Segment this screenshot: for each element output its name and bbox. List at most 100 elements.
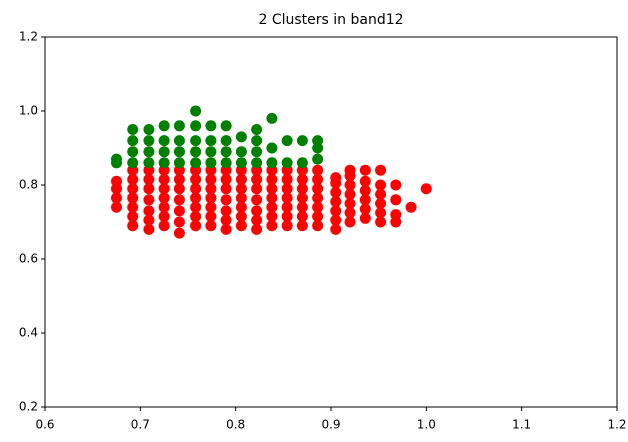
point xyxy=(359,185,371,197)
point xyxy=(220,120,232,132)
point xyxy=(251,194,263,206)
point xyxy=(205,183,217,195)
x-tick-label: 1.2 xyxy=(607,418,626,432)
point xyxy=(143,205,155,217)
point xyxy=(390,179,402,191)
point xyxy=(173,146,185,158)
point xyxy=(251,223,263,235)
point xyxy=(143,173,155,185)
point xyxy=(235,146,247,158)
point xyxy=(158,173,170,185)
point xyxy=(296,135,308,147)
point xyxy=(251,205,263,217)
point xyxy=(143,194,155,206)
point xyxy=(330,205,342,217)
point xyxy=(158,201,170,213)
point xyxy=(127,220,139,232)
point xyxy=(281,157,293,169)
x-tick-label: 1.0 xyxy=(417,418,436,432)
point xyxy=(190,210,202,222)
point xyxy=(390,209,402,221)
point xyxy=(251,214,263,226)
point xyxy=(220,173,232,185)
point xyxy=(220,194,232,206)
point xyxy=(359,194,371,206)
point xyxy=(173,216,185,228)
point xyxy=(390,194,402,206)
point xyxy=(205,157,217,169)
point xyxy=(330,196,342,208)
point xyxy=(312,201,324,213)
point xyxy=(251,183,263,195)
y-tick-label: 1.0 xyxy=(19,104,38,118)
point xyxy=(281,173,293,185)
point xyxy=(190,220,202,232)
point xyxy=(312,210,324,222)
point xyxy=(235,192,247,204)
point xyxy=(296,220,308,232)
point xyxy=(251,157,263,169)
point xyxy=(143,223,155,235)
point xyxy=(143,124,155,135)
point xyxy=(220,135,232,147)
point xyxy=(173,157,185,169)
point xyxy=(281,135,293,147)
point xyxy=(344,207,356,219)
point xyxy=(173,120,185,132)
point xyxy=(190,146,202,158)
point xyxy=(359,164,371,176)
x-tick-label: 0.6 xyxy=(35,418,54,432)
point xyxy=(312,192,324,204)
point xyxy=(173,173,185,185)
point xyxy=(281,183,293,195)
point xyxy=(190,135,202,147)
point xyxy=(420,183,432,195)
point xyxy=(127,183,139,195)
point xyxy=(296,210,308,222)
point xyxy=(330,214,342,226)
point xyxy=(266,220,278,232)
x-tick-label: 1.1 xyxy=(512,418,531,432)
point xyxy=(359,175,371,187)
point xyxy=(405,201,417,213)
y-tick-label: 0.2 xyxy=(19,400,38,414)
point xyxy=(127,157,139,169)
point xyxy=(127,146,139,158)
point xyxy=(266,192,278,204)
point xyxy=(190,192,202,204)
y-tick-label: 0.8 xyxy=(19,178,38,192)
point xyxy=(312,135,324,147)
point xyxy=(296,201,308,213)
point xyxy=(251,146,263,158)
point xyxy=(190,201,202,213)
point xyxy=(266,201,278,213)
point xyxy=(220,205,232,217)
point xyxy=(375,198,387,209)
point xyxy=(281,192,293,204)
point xyxy=(344,216,356,228)
point xyxy=(205,146,217,158)
point xyxy=(266,183,278,195)
point xyxy=(158,120,170,132)
point xyxy=(190,157,202,169)
point xyxy=(296,157,308,169)
point xyxy=(330,223,342,235)
point xyxy=(266,142,278,154)
point xyxy=(220,146,232,158)
point xyxy=(281,201,293,213)
point xyxy=(220,183,232,195)
point xyxy=(143,214,155,226)
point xyxy=(205,135,217,147)
point xyxy=(127,173,139,185)
y-tick-label: 0.6 xyxy=(19,252,38,266)
point xyxy=(205,173,217,185)
point xyxy=(281,210,293,222)
point xyxy=(281,220,293,232)
point xyxy=(312,173,324,185)
point xyxy=(205,192,217,204)
point xyxy=(205,120,217,132)
point xyxy=(296,183,308,195)
point xyxy=(220,214,232,226)
